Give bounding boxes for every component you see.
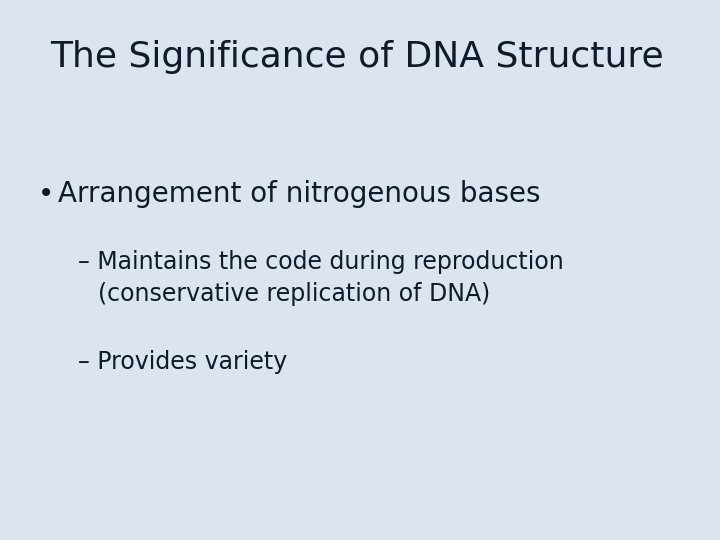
Text: •: •	[38, 180, 54, 208]
Text: The Significance of DNA Structure: The Significance of DNA Structure	[50, 40, 664, 74]
Text: – Maintains the code during reproduction: – Maintains the code during reproduction	[78, 250, 564, 274]
Text: (conservative replication of DNA): (conservative replication of DNA)	[98, 282, 490, 306]
Text: – Provides variety: – Provides variety	[78, 350, 287, 374]
Text: Arrangement of nitrogenous bases: Arrangement of nitrogenous bases	[58, 180, 541, 208]
